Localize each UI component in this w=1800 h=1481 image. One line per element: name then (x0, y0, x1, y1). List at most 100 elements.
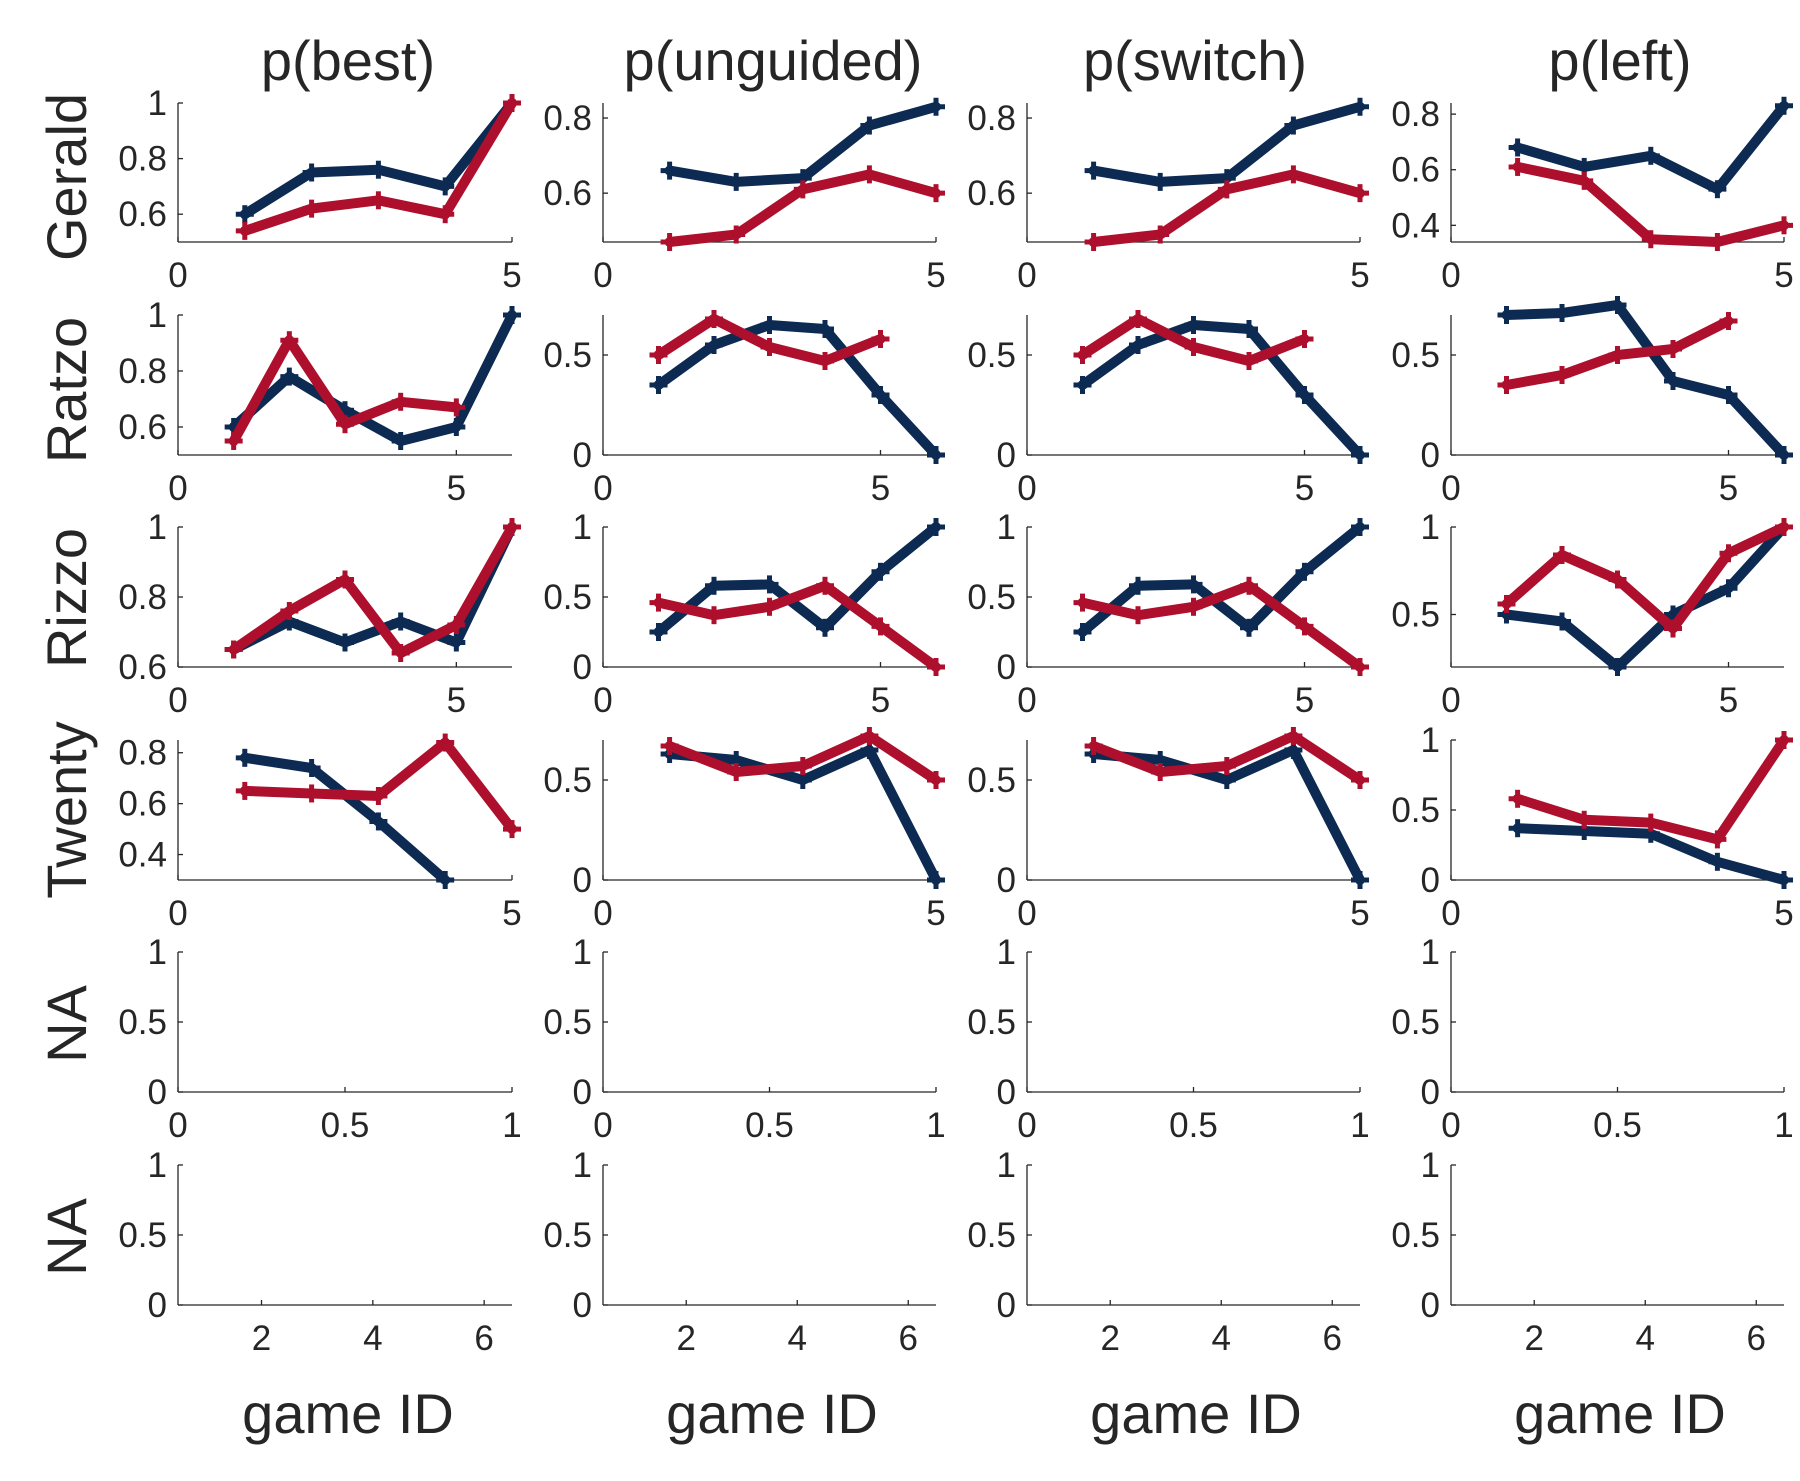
x-tick-label: 5 (1350, 256, 1369, 295)
y-tick-label: 1 (1421, 508, 1440, 547)
y-tick-label: 0.4 (1391, 206, 1440, 245)
data-point-blue (660, 161, 679, 180)
data-point-red (1073, 346, 1092, 364)
data-point-red (391, 644, 410, 662)
panel-r4-p-best: 0.4 0.6 0.8 0 5 (118, 733, 522, 933)
y-tick-label: 0.8 (118, 352, 167, 391)
x-tick-label: 5 (1719, 469, 1738, 508)
data-point-blue (1295, 562, 1314, 581)
panel-r6-p-switch: 0 0.5 1 2 4 6 (967, 1146, 1360, 1358)
data-point-red (224, 432, 243, 450)
y-tick-label: 0 (573, 436, 592, 475)
data-point-red (1284, 727, 1303, 745)
panel-r6-p-unguided: 0 0.5 1 2 4 6 (543, 1146, 936, 1358)
x-tick-label: 0.5 (321, 1106, 370, 1145)
data-point-blue (1351, 446, 1369, 464)
y-tick-label: 0 (1421, 436, 1440, 475)
data-point-red (1497, 376, 1516, 394)
data-point-blue (1608, 296, 1627, 314)
y-tick-label: 1 (148, 508, 167, 547)
data-point-red (1608, 346, 1627, 364)
y-tick-label: 0 (573, 1286, 592, 1325)
y-tick-label: 0.5 (543, 336, 592, 375)
subplot-grid: 0.60.810 50.60.80 50.60.80 50.40.60.80 50.60… (118, 84, 1793, 1358)
y-tick-label: 1 (997, 933, 1016, 972)
data-point-red (1351, 771, 1369, 789)
y-tick-label: 1 (573, 1146, 592, 1185)
y-tick-label: 0.6 (118, 785, 167, 824)
x-axis-label-col3: game ID (1090, 1382, 1302, 1445)
y-tick-label: 1 (148, 1146, 167, 1185)
x-tick-label: 2 (1101, 1319, 1120, 1358)
data-point-red (1151, 225, 1170, 244)
panel-r3-p-best: 0.6 0.8 1 0 5 (118, 508, 521, 720)
data-point-red (727, 225, 746, 244)
data-point-blue (760, 575, 779, 594)
data-point-blue (369, 812, 388, 831)
y-tick-label: 0.5 (1391, 791, 1440, 830)
x-tick-label: 5 (447, 469, 466, 508)
y-tick-label: 0 (997, 648, 1016, 687)
y-tick-label: 0.8 (1391, 95, 1440, 134)
data-point-blue (649, 376, 668, 394)
series-line-blue (228, 310, 517, 446)
panel-r6-p-left: 0 0.5 1 2 4 6 (1391, 1146, 1784, 1358)
data-point-blue (1664, 372, 1682, 390)
panel-r1-p-unguided: 0.6 0.8 0 5 (543, 97, 946, 295)
data-point-red (1240, 352, 1258, 370)
data-point-blue (1351, 518, 1369, 536)
data-point-red (705, 606, 723, 625)
data-point-blue (447, 418, 466, 436)
x-tick-label: 0 (168, 1106, 187, 1145)
panel-r6-p-best: 0 0.5 1 2 4 6 (118, 1146, 512, 1358)
panel-r1-p-left: 0.4 0.6 0.8 0 5 (1391, 95, 1793, 295)
x-tick-label: 0.5 (745, 1106, 794, 1145)
row-label-rizzo: Rizzo (35, 528, 98, 668)
panel-r5-p-switch: 0 0.5 1 0 0.5 1 (967, 933, 1369, 1145)
data-point-blue (336, 633, 354, 652)
data-point-red (1575, 171, 1594, 190)
y-tick-label: 0.5 (118, 1003, 167, 1042)
y-tick-label: 0.5 (967, 336, 1016, 375)
y-tick-label: 0 (148, 1286, 167, 1325)
data-point-red (1641, 230, 1660, 249)
data-point-red (235, 781, 254, 800)
x-axis-label-col1: game ID (242, 1382, 454, 1445)
panel-r2-p-switch: 0 0.5 0 5 (967, 310, 1369, 508)
series-line-blue (653, 522, 941, 637)
data-point-red (927, 658, 945, 676)
x-tick-label: 4 (1636, 1319, 1655, 1358)
x-tick-label: 0 (1441, 681, 1460, 720)
y-tick-label: 1 (573, 933, 592, 972)
y-tick-label: 0.8 (118, 734, 167, 773)
data-point-red (1240, 576, 1258, 595)
data-point-red (927, 184, 945, 203)
data-point-red (1775, 518, 1793, 536)
data-point-red (436, 733, 455, 752)
data-point-red (503, 518, 521, 536)
data-point-blue (649, 623, 668, 641)
data-point-blue (927, 446, 945, 464)
data-point-blue (1084, 161, 1103, 180)
x-tick-label: 5 (1774, 894, 1793, 933)
x-tick-label: 6 (474, 1319, 493, 1358)
x-tick-label: 0 (593, 894, 612, 933)
data-point-blue (816, 618, 834, 637)
data-point-red (1295, 330, 1314, 348)
data-point-red (302, 199, 321, 218)
data-point-blue (1151, 172, 1170, 191)
y-tick-label: 0.5 (1391, 596, 1440, 635)
x-tick-label: 0 (593, 681, 612, 720)
data-point-blue (705, 336, 723, 354)
y-tick-label: 0.8 (118, 578, 167, 617)
x-tick-label: 0 (593, 469, 612, 508)
y-tick-label: 0.5 (967, 1003, 1016, 1042)
panel-r4-p-unguided: 0 0.5 0 5 (543, 727, 946, 933)
data-point-red (727, 763, 746, 781)
series-line-red (653, 580, 941, 672)
x-tick-label: 2 (252, 1319, 271, 1358)
data-point-red (1151, 763, 1170, 781)
data-point-blue (1719, 579, 1738, 598)
data-point-blue (1295, 386, 1314, 404)
